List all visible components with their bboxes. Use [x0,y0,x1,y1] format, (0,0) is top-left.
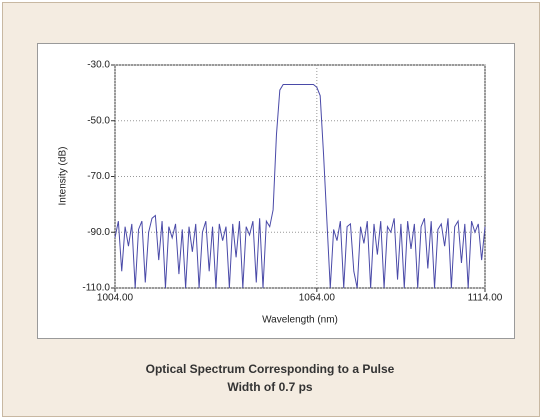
x-axis-label: Wavelength (nm) [262,315,338,326]
y-tick-label: -70.0 [87,171,110,182]
y-axis-label: Intensity (dB) [58,147,69,206]
y-tick-label: -30.0 [87,60,110,71]
x-tick-label: 1114.00 [468,293,503,304]
y-tick-label: -110.0 [82,283,110,294]
y-tick-label: -50.0 [87,115,110,126]
plot-area [114,64,486,289]
caption: Optical Spectrum Corresponding to a Puls… [145,362,395,394]
x-tick-label: 1004.00 [97,293,134,304]
x-tick-label: 1064.00 [299,293,336,304]
spectrum-line [114,84,486,289]
y-tick-label: -90.0 [87,227,110,238]
